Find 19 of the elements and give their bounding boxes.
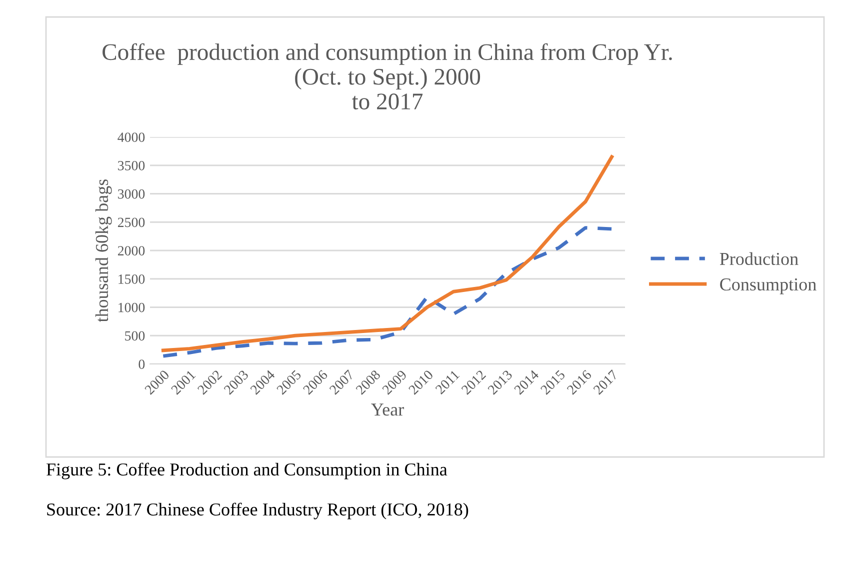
caption: Figure 5: Coffee Production and Consumption in China <box>46 462 448 480</box>
x-axis-title: Year <box>371 404 404 416</box>
y-axis-title: thousand 60kg bags <box>95 179 112 322</box>
y-tick-label: 500 <box>125 331 145 341</box>
line-series <box>161 155 614 352</box>
chart-title: Coffee production and consumption in China from Crop Yr. (Oct. to Sept.) 2000 to 2017 <box>102 43 672 110</box>
y-tick-label: 0 <box>138 360 145 369</box>
legend-label: Consumption <box>720 278 816 294</box>
y-tick-label: 2500 <box>118 218 145 228</box>
source-note: Source: 2017 Chinese Coffee Industry Report (ICO, 2018) <box>47 502 468 520</box>
y-tick-label: 1000 <box>118 302 145 312</box>
y-tick-label: 3500 <box>118 160 145 170</box>
legend-label: Production <box>720 252 798 266</box>
y-tick-label: 2000 <box>118 246 145 256</box>
line-series <box>161 226 614 358</box>
x-tick-label: 2011 <box>434 370 460 395</box>
y-tick-label: 4000 <box>118 132 145 142</box>
y-tick-label: 3000 <box>118 189 145 199</box>
y-tick-label: 1500 <box>118 274 145 284</box>
